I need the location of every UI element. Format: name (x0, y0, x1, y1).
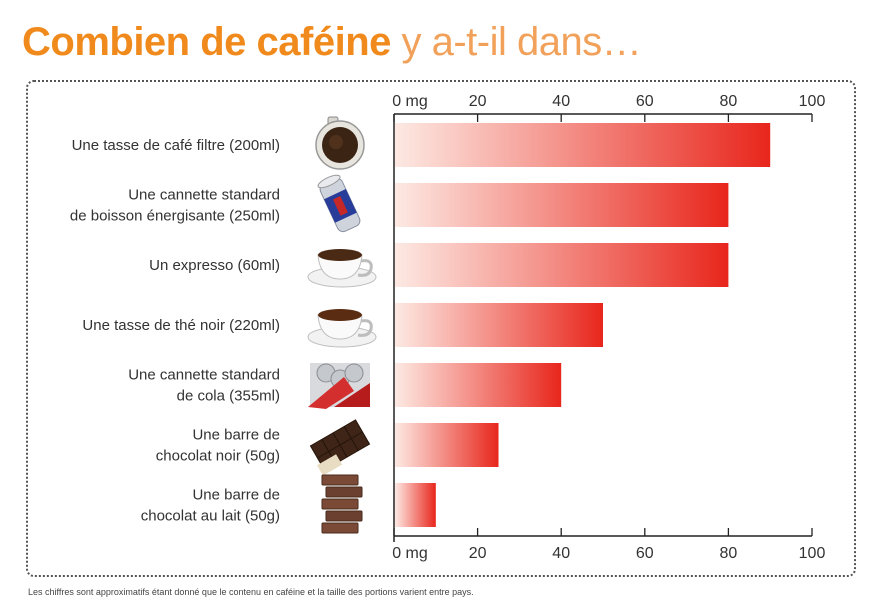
bar (395, 483, 436, 527)
category-label-line: Une tasse de café filtre (200ml) (72, 137, 280, 154)
category-label-line: de boisson énergisante (250ml) (70, 208, 280, 225)
title-bold: Combien de caféine (22, 20, 391, 64)
top-tick-label: 80 (720, 93, 738, 110)
bottom-tick-label: 40 (552, 545, 570, 562)
category-label: Une barre de chocolat noir (50g) (156, 427, 280, 465)
bar (395, 423, 499, 467)
top-tick-label: 40 (552, 93, 570, 110)
bottom-tick-label: 100 (799, 545, 826, 562)
category-label-line: de cola (355ml) (177, 388, 280, 405)
category-label: Une tasse de café filtre (200ml) (72, 137, 280, 154)
category-label-line: Une barre de (192, 427, 280, 444)
black-tea-cup-icon (307, 309, 377, 348)
category-label-line: Une tasse de thé noir (220ml) (82, 317, 280, 334)
top-tick-label: 20 (469, 93, 487, 110)
footnote: Les chiffres sont approximatifs étant do… (28, 587, 474, 597)
top-tick-label: 0 mg (392, 93, 428, 110)
category-label-line: chocolat noir (50g) (156, 448, 280, 465)
bottom-tick-label: 60 (636, 545, 654, 562)
chart-frame (26, 80, 856, 577)
cola-cans-icon (308, 363, 370, 409)
category-label: Une cannette standard de cola (355ml) (128, 367, 280, 405)
top-tick-label: 60 (636, 93, 654, 110)
category-label: Une cannette standard de boisson énergisa… (70, 187, 280, 225)
category-label-line: chocolat au lait (50g) (141, 508, 280, 525)
espresso-cup-icon (307, 249, 377, 288)
bar (395, 123, 771, 167)
category-label: Une tasse de thé noir (220ml) (82, 317, 280, 334)
chart-title: Combien de caféine y a-t-il dans… (22, 16, 642, 68)
category-label-line: Une cannette standard (128, 367, 280, 384)
bottom-tick-label: 80 (720, 545, 738, 562)
bar (395, 303, 603, 347)
category-label: Une barre de chocolat au lait (50g) (141, 487, 280, 525)
milk-chocolate-icon (321, 474, 363, 534)
energy-drink-can-icon (317, 174, 361, 233)
bar (395, 363, 562, 407)
category-label-line: Une cannette standard (128, 187, 280, 204)
filter-coffee-icon (315, 116, 365, 170)
top-tick-label: 100 (799, 93, 826, 110)
bar (395, 183, 729, 227)
dark-chocolate-icon (309, 419, 371, 476)
bar (395, 243, 729, 287)
category-label-line: Un expresso (60ml) (149, 257, 280, 274)
category-label-line: Une barre de (192, 487, 280, 504)
title-rest: y a-t-il dans… (401, 20, 642, 64)
bottom-tick-label: 0 mg (392, 545, 428, 562)
category-label: Un expresso (60ml) (149, 257, 280, 274)
bottom-tick-label: 20 (469, 545, 487, 562)
